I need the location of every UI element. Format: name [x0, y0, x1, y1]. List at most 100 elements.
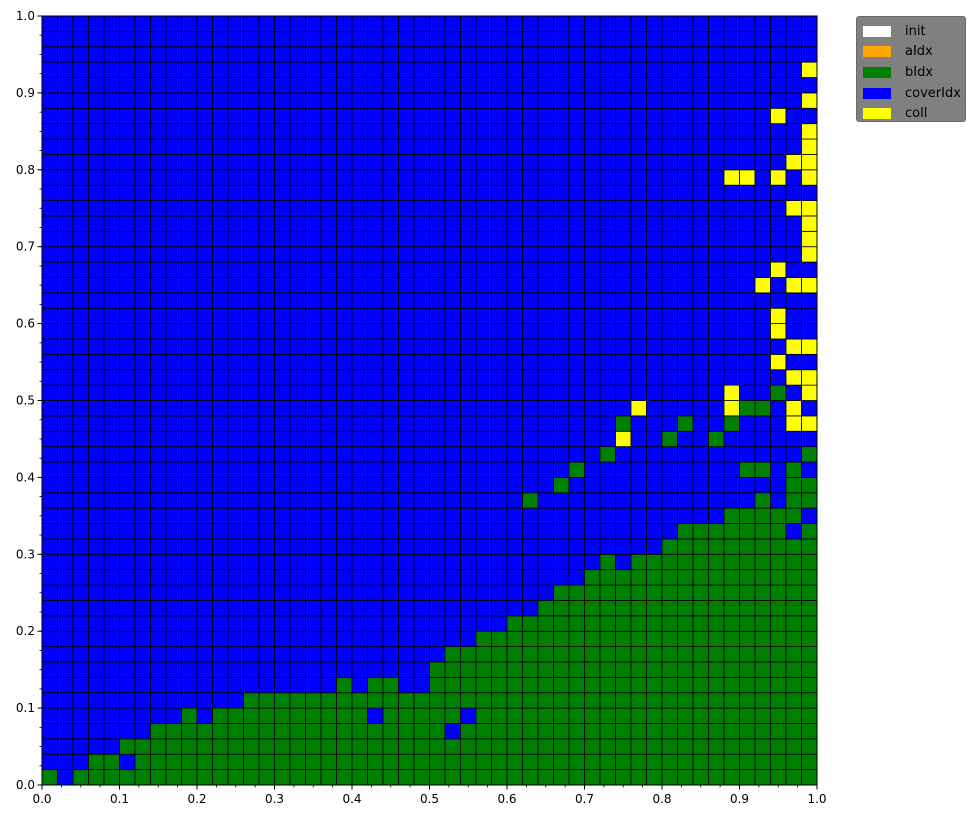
x-tick-label: 0.4 [342, 792, 361, 806]
heatmap-cell [227, 77, 244, 94]
heatmap-cell [537, 646, 554, 663]
heatmap-cell [289, 600, 306, 617]
heatmap-cell [289, 569, 306, 586]
heatmap-cell [336, 553, 353, 571]
heatmap-cell [801, 46, 818, 63]
heatmap-cell [274, 738, 291, 755]
heatmap-cell [88, 646, 105, 663]
heatmap-cell [413, 215, 430, 232]
heatmap-cell [227, 584, 244, 601]
heatmap-cell [165, 261, 182, 278]
heatmap-cell [196, 15, 213, 32]
heatmap-cell [274, 384, 291, 401]
heatmap-cell [770, 738, 787, 755]
heatmap-cell [336, 738, 353, 755]
heatmap-cell [646, 707, 663, 724]
heatmap-cell [212, 277, 229, 294]
heatmap-cell [754, 400, 771, 417]
heatmap-cell [646, 307, 663, 325]
heatmap-cell [382, 138, 399, 155]
heatmap-cell [785, 538, 802, 555]
heatmap-cell [289, 723, 306, 740]
heatmap-cell [243, 538, 260, 555]
heatmap-cell [243, 476, 260, 494]
heatmap-cell [382, 123, 399, 140]
heatmap-cell [243, 430, 260, 448]
heatmap-cell [739, 446, 756, 463]
heatmap-cell [568, 384, 585, 401]
heatmap-cell [398, 692, 415, 709]
heatmap-cell [739, 30, 756, 48]
heatmap-cell [134, 384, 151, 401]
heatmap-cell [615, 107, 632, 125]
heatmap-cell [739, 723, 756, 740]
heatmap-cell [553, 738, 570, 755]
heatmap-cell [785, 692, 802, 709]
heatmap-cell [754, 215, 771, 232]
heatmap-cell [413, 707, 430, 724]
heatmap-cell [630, 246, 647, 263]
heatmap-cell [351, 61, 368, 78]
heatmap-cell [646, 476, 663, 494]
heatmap-cell [599, 30, 616, 48]
heatmap-cell [196, 615, 213, 632]
heatmap-cell [537, 30, 554, 48]
heatmap-cell [119, 246, 136, 263]
heatmap-cell [801, 507, 818, 524]
heatmap-cell [305, 353, 322, 371]
heatmap-cell [367, 61, 384, 78]
heatmap-cell [692, 523, 709, 540]
heatmap-cell [320, 15, 337, 32]
heatmap-cell [243, 92, 260, 109]
heatmap-cell [460, 307, 477, 325]
heatmap-cell [475, 277, 492, 294]
heatmap-cell [119, 92, 136, 109]
heatmap-cell [351, 77, 368, 94]
heatmap-cell [568, 15, 585, 32]
heatmap-cell [692, 646, 709, 663]
heatmap-cell [119, 723, 136, 740]
heatmap-cell [723, 538, 740, 555]
heatmap-cell [165, 723, 182, 740]
heatmap-cell [367, 246, 384, 263]
heatmap-cell [212, 307, 229, 325]
heatmap-cell [770, 338, 787, 355]
heatmap-cell [382, 246, 399, 263]
heatmap-cell [227, 292, 244, 309]
heatmap-cell [181, 492, 198, 509]
heatmap-cell [677, 46, 694, 63]
heatmap-cell [692, 446, 709, 463]
heatmap-cell [770, 369, 787, 386]
heatmap-cell [367, 369, 384, 386]
heatmap-cell [537, 46, 554, 63]
heatmap-cell [801, 277, 818, 294]
heatmap-cell [754, 430, 771, 448]
heatmap-cell [72, 154, 89, 171]
heatmap-cell [537, 753, 554, 771]
heatmap-cell [243, 707, 260, 724]
heatmap-cell [227, 246, 244, 263]
heatmap-cell [444, 584, 461, 601]
heatmap-cell [212, 738, 229, 755]
heatmap-cell [351, 615, 368, 632]
heatmap-cell [181, 369, 198, 386]
heatmap-cell [41, 292, 58, 309]
heatmap-cell [88, 507, 105, 524]
heatmap-cell [243, 723, 260, 740]
heatmap-cell [119, 323, 136, 340]
heatmap-cell [506, 138, 523, 155]
heatmap-cell [88, 430, 105, 448]
heatmap-cell [382, 154, 399, 171]
heatmap-cell [460, 338, 477, 355]
heatmap-cell [320, 184, 337, 201]
heatmap-cell [351, 461, 368, 478]
heatmap-cell [336, 692, 353, 709]
heatmap-cell [41, 492, 58, 509]
heatmap-cell [398, 461, 415, 478]
heatmap-cell [770, 523, 787, 540]
heatmap-cell [274, 261, 291, 278]
heatmap-cell [119, 630, 136, 647]
heatmap-cell [134, 46, 151, 63]
heatmap-cell [444, 277, 461, 294]
heatmap-cell [708, 538, 725, 555]
